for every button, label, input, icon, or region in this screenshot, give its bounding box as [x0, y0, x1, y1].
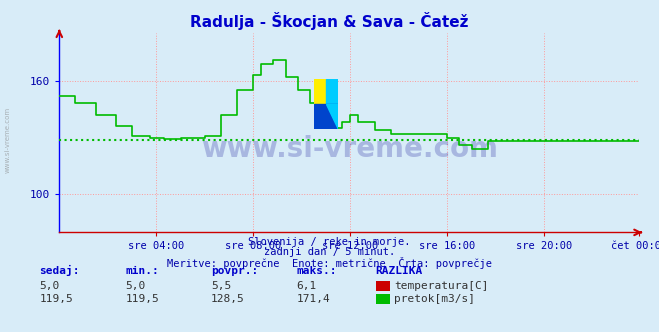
Text: 171,4: 171,4: [297, 294, 330, 304]
Text: Meritve: povprečne  Enote: metrične  Črta: povprečje: Meritve: povprečne Enote: metrične Črta:…: [167, 257, 492, 269]
Text: min.:: min.:: [125, 266, 159, 276]
Text: 5,0: 5,0: [40, 281, 60, 291]
Text: temperatura[C]: temperatura[C]: [394, 281, 488, 291]
Text: 119,5: 119,5: [40, 294, 73, 304]
Text: zadnji dan / 5 minut.: zadnji dan / 5 minut.: [264, 247, 395, 257]
Text: Radulja - Škocjan & Sava - Čatež: Radulja - Škocjan & Sava - Čatež: [190, 12, 469, 30]
Text: 128,5: 128,5: [211, 294, 244, 304]
Text: www.si-vreme.com: www.si-vreme.com: [201, 135, 498, 163]
Text: povpr.:: povpr.:: [211, 266, 258, 276]
Text: www.si-vreme.com: www.si-vreme.com: [5, 106, 11, 173]
Text: 119,5: 119,5: [125, 294, 159, 304]
Text: 5,5: 5,5: [211, 281, 231, 291]
Text: RAZLIKA: RAZLIKA: [376, 266, 423, 276]
Text: pretok[m3/s]: pretok[m3/s]: [394, 294, 475, 304]
Text: 5,0: 5,0: [125, 281, 146, 291]
Text: Slovenija / reke in morje.: Slovenija / reke in morje.: [248, 237, 411, 247]
Text: sedaj:: sedaj:: [40, 265, 80, 276]
Text: 6,1: 6,1: [297, 281, 317, 291]
Text: maks.:: maks.:: [297, 266, 337, 276]
